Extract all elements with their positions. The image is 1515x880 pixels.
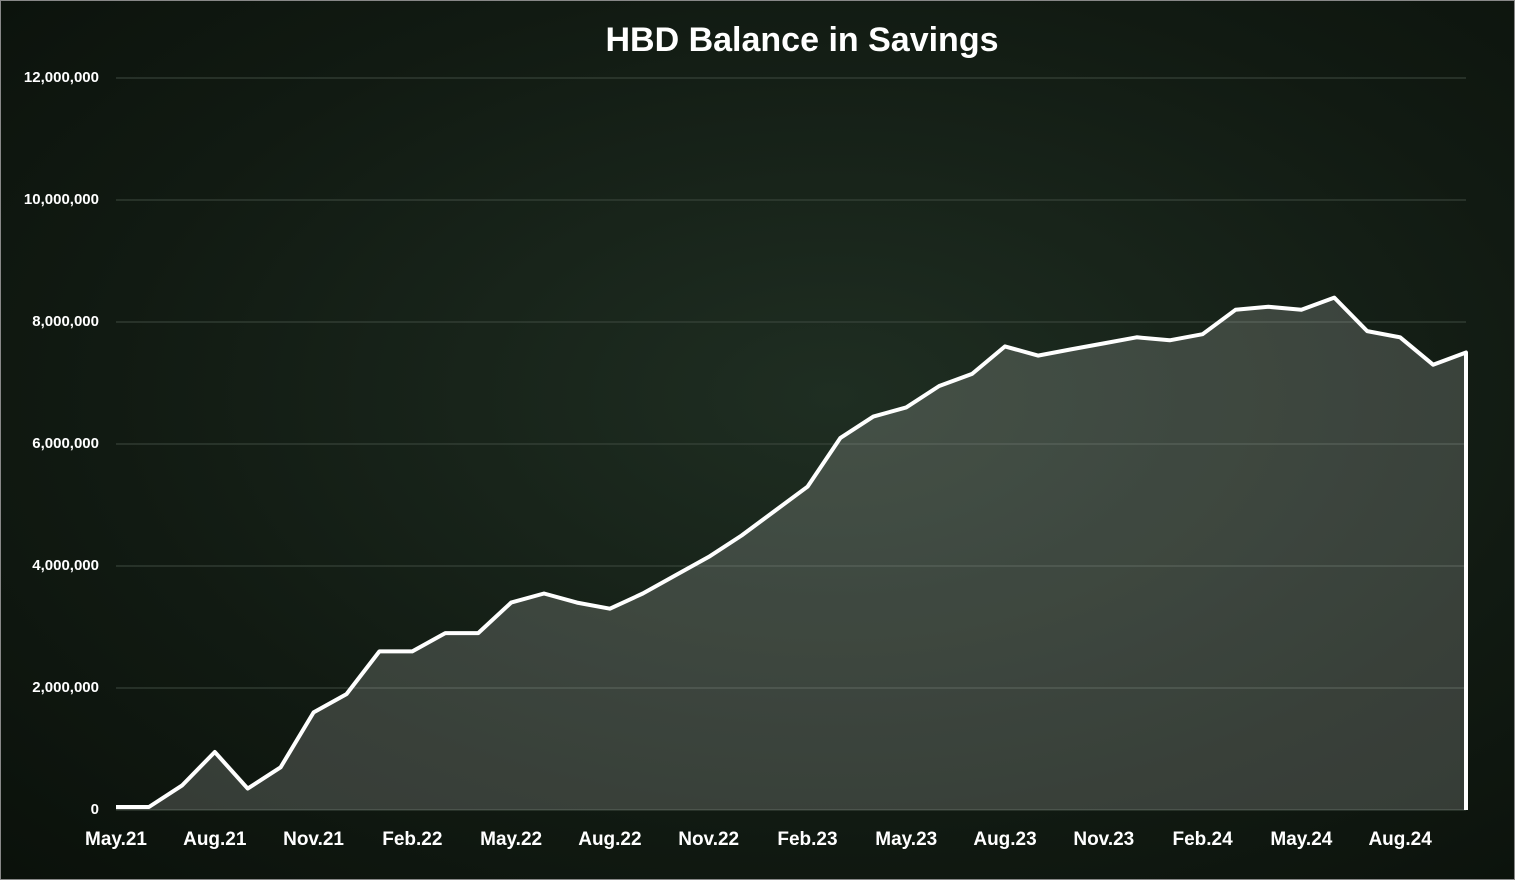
x-tick-label: Feb.24 <box>1172 829 1233 850</box>
y-tick-label: 2,000,000 <box>32 679 99 696</box>
area <box>116 297 1466 811</box>
x-tick-label: Feb.22 <box>382 829 442 850</box>
x-tick-label: May.21 <box>85 829 147 850</box>
x-tick-label: Nov.22 <box>678 829 739 850</box>
line <box>116 295 1468 810</box>
x-tick-label: May.23 <box>875 829 937 850</box>
x-tick-label: Feb.23 <box>777 829 837 850</box>
x-tick-label: Aug.21 <box>183 829 247 850</box>
y-tick-label: 0 <box>91 801 99 818</box>
y-tick-label: 6,000,000 <box>32 435 99 452</box>
x-tick-label: Aug.24 <box>1368 829 1432 850</box>
x-tick-label: Nov.23 <box>1073 829 1134 850</box>
x-tick-label: Aug.22 <box>578 829 641 850</box>
x-tick-label: Nov.21 <box>283 829 344 850</box>
y-tick-label: 10,000,000 <box>24 191 99 208</box>
x-tick-label: May.24 <box>1270 829 1332 850</box>
x-tick-label: May.22 <box>480 829 542 850</box>
chart-title: HBD Balance in Savings <box>605 21 998 59</box>
y-tick-label: 8,000,000 <box>32 313 99 330</box>
y-tick-label: 12,000,000 <box>24 69 99 86</box>
y-tick-label: 4,000,000 <box>32 557 99 574</box>
x-tick-label: Aug.23 <box>973 829 1036 850</box>
